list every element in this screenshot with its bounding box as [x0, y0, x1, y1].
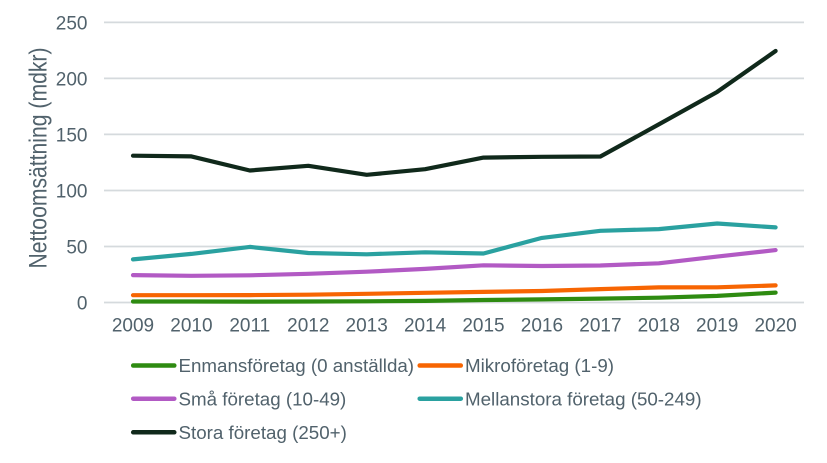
svg-text:2015: 2015	[462, 316, 504, 337]
svg-text:2016: 2016	[521, 316, 563, 337]
svg-text:50: 50	[66, 237, 87, 258]
svg-text:Små företag (10-49): Små företag (10-49)	[179, 388, 347, 409]
svg-text:Stora företag (250+): Stora företag (250+)	[179, 422, 347, 443]
svg-text:2009: 2009	[112, 316, 154, 337]
svg-text:Enmansföretag (0 anställda): Enmansföretag (0 anställda)	[179, 355, 415, 376]
svg-text:2019: 2019	[696, 316, 738, 337]
svg-text:0: 0	[77, 293, 88, 314]
svg-text:250: 250	[56, 13, 88, 34]
svg-text:Mellanstora företag (50-249): Mellanstora företag (50-249)	[465, 388, 702, 409]
svg-text:2013: 2013	[346, 316, 388, 337]
svg-text:2014: 2014	[404, 316, 447, 337]
svg-text:2017: 2017	[579, 316, 621, 337]
svg-text:2020: 2020	[754, 316, 796, 337]
svg-text:2011: 2011	[229, 316, 270, 337]
svg-text:100: 100	[56, 181, 88, 202]
svg-text:2010: 2010	[170, 316, 212, 337]
svg-text:2018: 2018	[638, 316, 680, 337]
svg-text:2012: 2012	[287, 316, 329, 337]
svg-text:Nettoomsättning (mdkr): Nettoomsättning (mdkr)	[24, 47, 52, 268]
svg-text:150: 150	[56, 125, 88, 146]
svg-text:200: 200	[56, 69, 88, 90]
svg-text:Mikroföretag (1-9): Mikroföretag (1-9)	[465, 355, 614, 376]
